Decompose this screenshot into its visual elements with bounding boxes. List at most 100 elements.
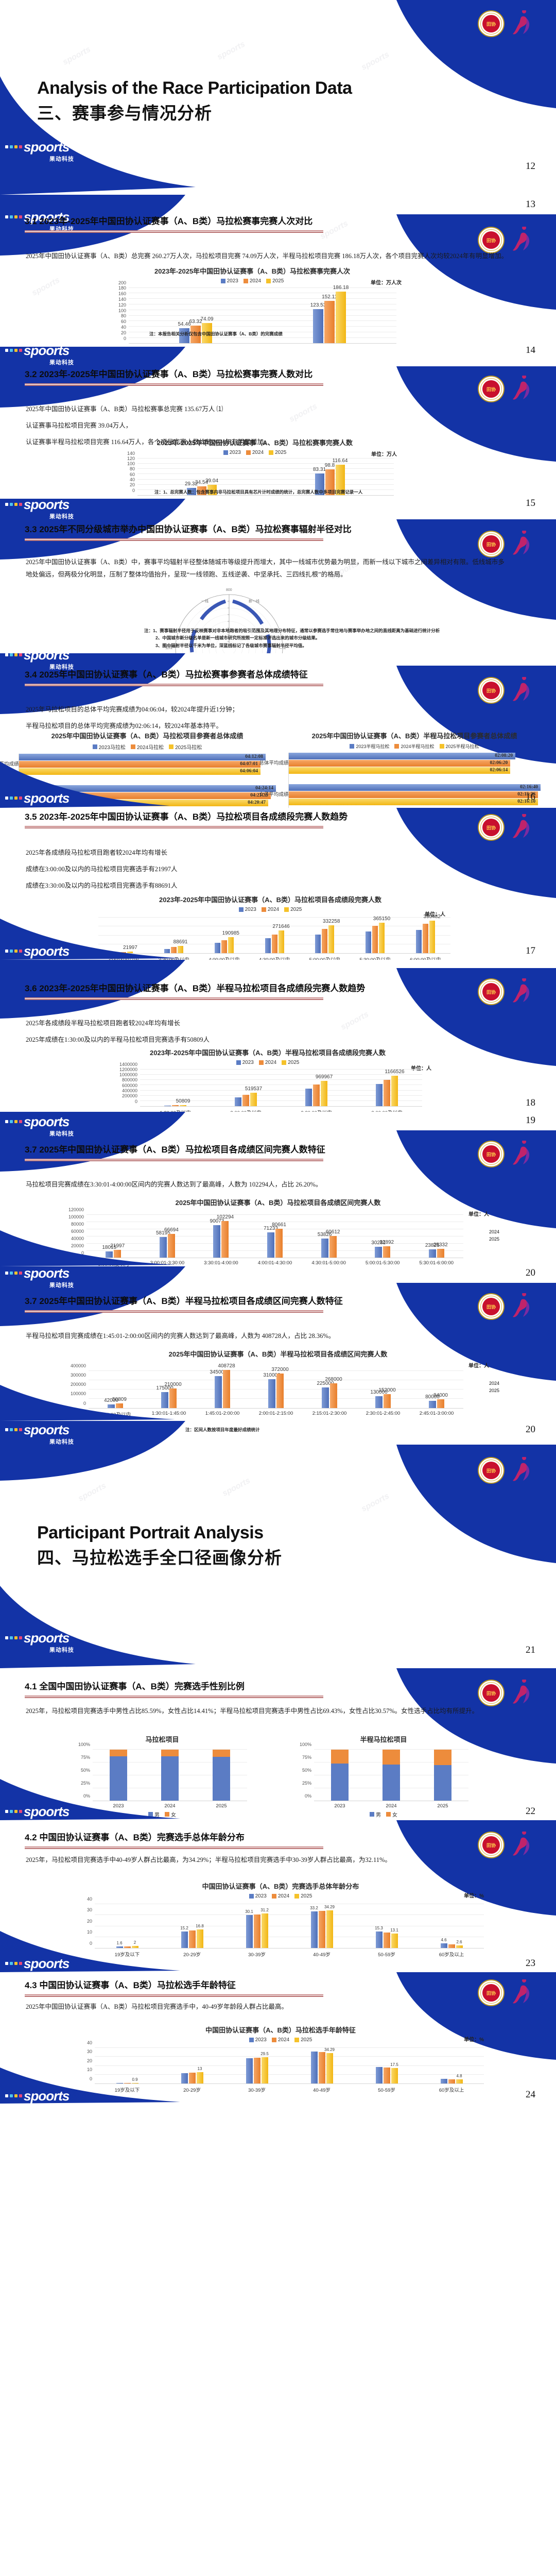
chart-plot-area: 21997 88691 190985 <box>98 914 450 960</box>
chart-legend: 2023 2024 2025 <box>108 278 396 284</box>
bar-value-label: 408728 <box>218 1363 235 1369</box>
bar-value-label: 17.5 <box>390 2062 398 2067</box>
chart-unit-label: 单位：% <box>464 2037 484 2043</box>
bar: 102294 <box>217 1214 234 1258</box>
bar: 16.8 <box>196 1924 204 1948</box>
bar-value-label: 83.31 <box>312 466 326 472</box>
bar: 90073 <box>210 1218 224 1258</box>
x-tick-label: 5:30:01-6:00:00 <box>419 1260 454 1266</box>
legend-item: 2023 <box>249 2037 267 2043</box>
bar <box>376 1084 383 1107</box>
chart-c37: 2025年中国田协认证赛事（A、B类）马拉松项目各成绩区间完赛人数 单位：人 2… <box>62 1198 499 1266</box>
bar-value-label: 372000 <box>271 1366 289 1372</box>
slide-body-text: 2025年，马拉松项目完赛选手中40-49岁人群占比最高，为34.29%；半程马… <box>26 1856 391 1863</box>
slide-heading-text: 3.1 2023年-2025年中国田协认证赛事（A、B类）马拉松赛事完赛人次对比 <box>25 216 313 226</box>
slide-heading: 4.2 中国田协认证赛事（A、B类）完赛选手总体年龄分布 <box>25 1832 385 1850</box>
x-tick-label: 1:30:01-1:45:00 <box>151 1410 186 1416</box>
bar: 94000 <box>433 1393 448 1409</box>
bar <box>383 2067 390 2084</box>
bar: 345000 <box>210 1369 227 1409</box>
spoorts-wordmark: spoorts <box>24 499 70 512</box>
bar: 268000 <box>325 1377 342 1409</box>
hbar: 02:16:40 <box>289 784 541 791</box>
spoorts-wordmark: spoorts <box>24 1630 70 1646</box>
bar-group-container: 18015 21997 58195 66694 90073 102294 <box>86 1214 463 1258</box>
bar: 33.2 <box>310 1906 318 1948</box>
hbar-row: 总体平均成绩 02:08:20 02:06:20 02:06:14 <box>259 752 541 774</box>
bar-value-label: 332258 <box>323 919 340 925</box>
china-running-icon <box>513 1141 530 1165</box>
page-number: 23 <box>526 1958 535 1969</box>
chart-unit-label: 单位：人 <box>425 912 445 918</box>
bar: 32892 <box>379 1240 394 1258</box>
hbar-category: 总体平均成绩 <box>259 760 289 766</box>
spoorts-logo: spoorts <box>5 944 98 958</box>
x-tick-label: 1:30:00及以内 <box>140 1109 211 1112</box>
bar-value-label: 31.2 <box>260 1908 269 1913</box>
bar-value-label: 271646 <box>272 924 290 930</box>
legend-item: 2024 <box>246 450 264 455</box>
bar: 310000 <box>263 1372 281 1409</box>
x-tick-label: 5:00:00及以内 <box>300 956 350 960</box>
china-running-icon <box>513 814 530 838</box>
bar-group: 29.5 <box>224 2048 289 2084</box>
caa-seal-icon: 田协 <box>478 1979 505 2006</box>
legend-item: 2024马拉松 <box>130 743 164 751</box>
page-number: 20 <box>526 1424 535 1435</box>
bar-group-container <box>314 1749 468 1801</box>
bar <box>214 942 220 954</box>
slide-heading: 3.2 2023年-2025年中国田协认证赛事（A、B类）马拉松赛事完赛人数对比 <box>25 368 385 386</box>
slide-3-7: spoorts 果动科技 田协 19 3.7 2025年中国田协认证赛事（A、B… <box>0 1112 556 1266</box>
polar-category-label: 五线 <box>165 646 172 650</box>
slide-heading-text: 3.3 2025年不同分级城市举办中国田协认证赛事（A、B类）马拉松赛事辐射半径… <box>25 524 352 534</box>
bar-group-container: 42000 50809 175000 210000 345000 408728 <box>89 1363 463 1409</box>
bar: 58195 <box>156 1230 170 1258</box>
slide-heading-text: 3.6 2023年-2025年中国田协认证赛事（A、B类）半程马拉松项目各成绩段… <box>25 984 366 993</box>
china-running-icon <box>513 1457 530 1481</box>
watermark: spoorts <box>360 1492 391 1514</box>
legend-item: 2025 <box>294 1893 312 1899</box>
blue-corner-bottom-left <box>0 1586 319 1668</box>
bar: 50809 <box>176 1098 190 1107</box>
bar-value-label: 152000 <box>378 1387 396 1393</box>
hbar-category: 女子平均成绩 <box>259 791 289 798</box>
bar <box>246 2058 253 2084</box>
heading-rule <box>25 826 323 829</box>
caa-logo-group: 田协 <box>478 1979 532 2006</box>
bar-value-label: 4.6 <box>441 1937 447 1942</box>
hbar-value-label: 02:16:10 <box>517 799 536 805</box>
bar-value-label: 210000 <box>164 1382 182 1388</box>
bar-group <box>417 1749 468 1801</box>
hbar-value-label: 02:06:20 <box>490 760 508 766</box>
bar: 29.5 <box>260 2052 269 2084</box>
x-tick-label: 2024 <box>386 1803 397 1809</box>
page-number: 22 <box>526 1806 535 1817</box>
bar-value-label: 390482 <box>423 914 441 920</box>
legend-label: 2023 <box>229 449 241 455</box>
legend-item: 2023半程马拉松 <box>350 743 389 750</box>
bar: 152.11 <box>322 294 337 344</box>
x-tick-label: 20-29岁 <box>183 1952 201 1958</box>
bar <box>440 2079 447 2084</box>
bar-group: 80000 94000 <box>410 1366 463 1409</box>
x-tick-label: 2025 <box>437 1803 448 1809</box>
watermark: spoorts <box>221 1476 252 1498</box>
bar <box>253 2057 260 2084</box>
hbar-value-label: 04:20:47 <box>248 800 266 806</box>
bar <box>188 2073 196 2084</box>
bar-group: 30281 32892 <box>356 1215 410 1258</box>
bar: 175000 <box>156 1385 173 1409</box>
bar-group: 58195 66694 <box>141 1215 195 1258</box>
bar-group: 71233 80661 <box>248 1215 302 1258</box>
bar-group: 519537 <box>211 1070 281 1107</box>
page-number: 14 <box>526 347 535 355</box>
bar: 29.32 <box>185 481 198 496</box>
chart-plot-area: 0% 25% 50% 75% 100% <box>78 1742 247 1809</box>
section-title-block: Analysis of the Race Participation Data … <box>37 78 352 124</box>
bar-value-label: 53826 <box>317 1231 332 1238</box>
section-title-cn: 四、马拉松选手全口径画像分析 <box>37 1548 282 1567</box>
bar-segment-female <box>331 1749 349 1764</box>
hbar-value-label: 04:21:35 <box>250 793 269 799</box>
legend-label: 2024 <box>249 278 262 284</box>
body-line: 认证赛事马拉松项目完赛 39.04万人， <box>26 421 132 429</box>
